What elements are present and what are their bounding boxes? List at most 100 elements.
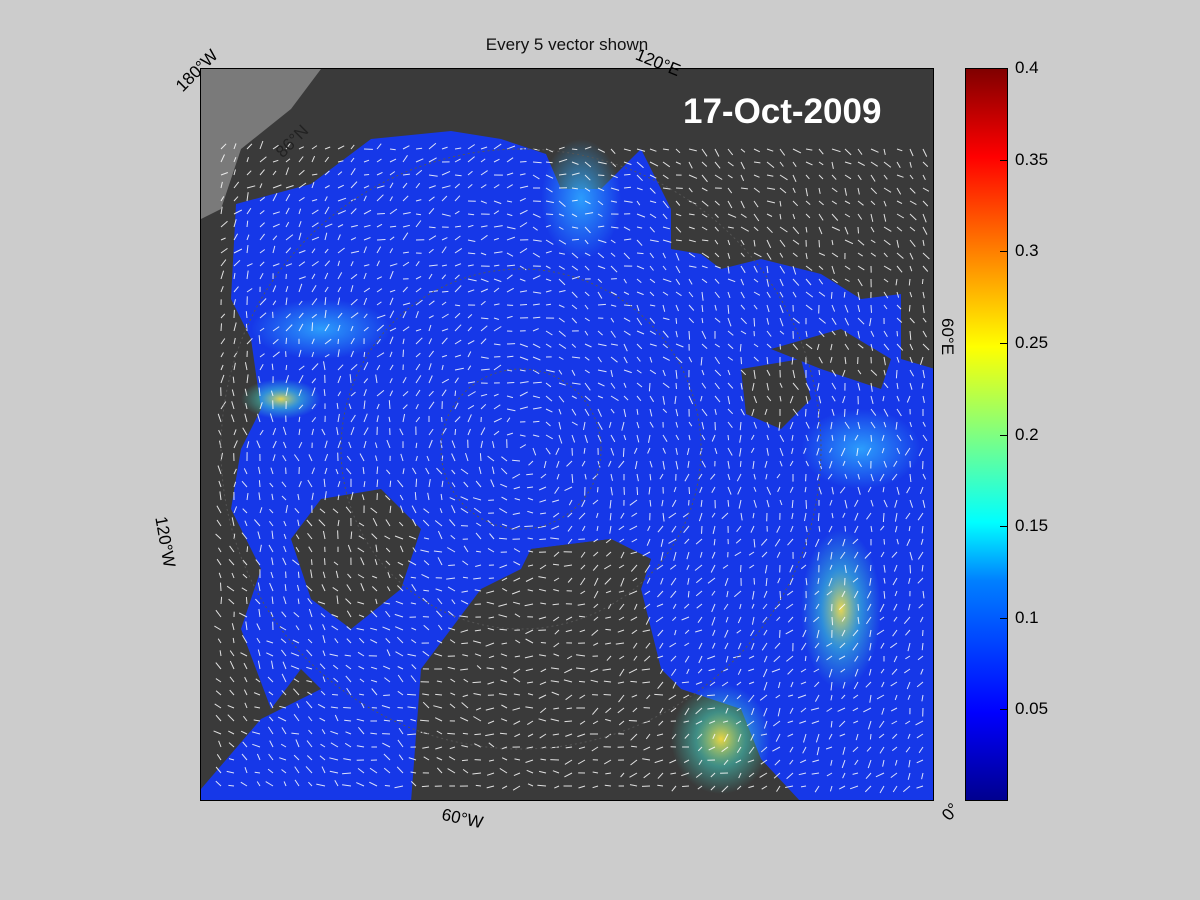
colorbar-tick-label: 0.3 [1015, 241, 1039, 261]
drift-vector [233, 196, 239, 202]
drift-vector [818, 278, 824, 285]
drift-vector [493, 343, 501, 346]
drift-vector [298, 374, 304, 384]
drift-vector [428, 300, 435, 306]
drift-vector [436, 467, 443, 475]
drift-vector [246, 323, 248, 332]
drift-vector [842, 512, 846, 518]
drift-vector [831, 317, 837, 325]
drift-vector [857, 174, 862, 181]
drift-vector [428, 196, 435, 202]
drift-vector [268, 544, 274, 553]
drift-vector [779, 343, 781, 350]
drift-vector [350, 312, 359, 319]
drift-vector [565, 616, 573, 621]
drift-vector [710, 772, 716, 778]
drift-vector [571, 199, 578, 202]
drift-vector [246, 220, 249, 228]
drift-vector [402, 182, 408, 189]
drift-vector [857, 304, 861, 313]
drift-vector [216, 754, 222, 761]
drift-vector [883, 343, 890, 351]
drift-vector [643, 655, 651, 662]
drift-vector [610, 434, 616, 443]
drift-vector [524, 525, 534, 527]
drift-vector [895, 278, 898, 286]
drift-vector [363, 264, 370, 267]
drift-vector [360, 557, 365, 566]
drift-vector [662, 226, 671, 230]
drift-vector [684, 707, 690, 716]
drift-vector [688, 174, 698, 179]
drift-vector [870, 434, 873, 442]
drift-vector [751, 616, 755, 625]
drift-vector [441, 364, 444, 371]
drift-vector [337, 338, 339, 345]
drift-vector [623, 408, 627, 418]
drift-vector [883, 564, 886, 573]
drift-vector [434, 520, 443, 527]
lon-label-60e: 60°E [938, 318, 957, 356]
drift-vector [675, 408, 679, 417]
drift-vector [519, 406, 529, 410]
drift-vector [909, 265, 913, 272]
drift-vector [558, 173, 567, 176]
drift-vector [460, 507, 469, 514]
drift-vector [826, 772, 833, 777]
drift-vector [654, 759, 664, 764]
drift-vector [894, 512, 898, 522]
drift-vector [906, 538, 911, 547]
drift-vector [764, 408, 768, 416]
drift-vector [649, 369, 657, 375]
drift-vector [649, 291, 655, 297]
drift-vector [571, 304, 578, 310]
drift-vector [709, 681, 716, 687]
drift-vector [388, 416, 391, 423]
drift-vector [584, 252, 591, 257]
drift-vector [350, 325, 354, 332]
drift-vector [893, 603, 898, 611]
drift-vector [577, 759, 586, 765]
drift-vector [879, 785, 885, 794]
drift-vector [673, 486, 677, 493]
drift-vector [271, 363, 274, 371]
drift-vector [797, 694, 807, 699]
drift-vector [376, 185, 385, 189]
drift-vector [805, 291, 814, 298]
drift-vector [350, 181, 358, 189]
drift-vector [439, 508, 443, 514]
drift-vector [649, 187, 656, 194]
drift-vector [604, 577, 612, 585]
drift-vector [697, 733, 703, 740]
drift-vector [397, 674, 404, 683]
drift-vector [343, 758, 352, 761]
drift-vector [740, 148, 746, 153]
drift-vector [671, 785, 677, 792]
drift-vector [584, 395, 591, 402]
drift-vector [389, 248, 394, 254]
drift-vector [324, 453, 329, 462]
drift-vector [701, 252, 710, 259]
drift-vector [866, 447, 872, 456]
drift-vector [779, 304, 784, 314]
drift-vector [297, 584, 300, 592]
drift-vector [786, 772, 794, 780]
drift-vector [660, 551, 664, 561]
drift-vector [605, 718, 612, 722]
drift-vector [593, 616, 599, 621]
drift-vector [766, 148, 774, 152]
drift-vector [675, 226, 682, 233]
drift-vector [816, 447, 820, 456]
drift-vector [435, 588, 443, 592]
drift-vector [916, 681, 924, 688]
drift-vector [779, 239, 786, 247]
drift-vector [214, 625, 222, 631]
drift-vector [245, 311, 248, 319]
drift-vector [524, 603, 534, 607]
drift-vector [670, 707, 677, 713]
drift-vector [864, 551, 872, 559]
drift-vector [215, 690, 222, 696]
drift-vector [567, 525, 573, 532]
drift-vector [500, 467, 508, 475]
drift-vector [256, 781, 261, 787]
